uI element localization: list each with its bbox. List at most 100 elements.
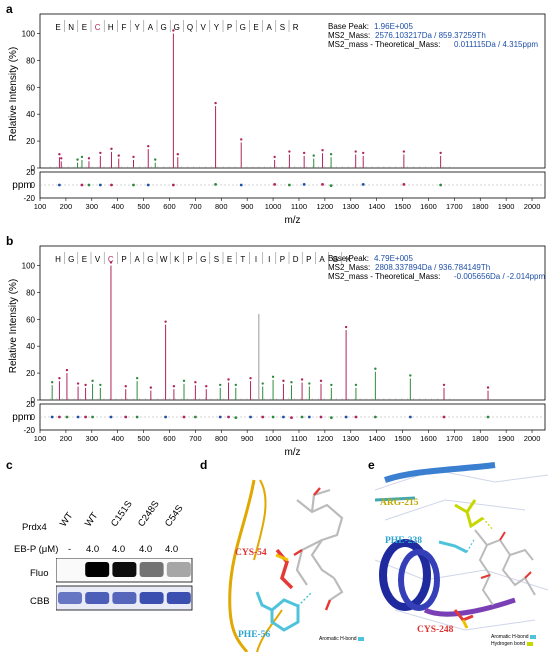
structure-d-render xyxy=(228,479,344,653)
ppm-point xyxy=(271,415,275,419)
structure-d-panel: CYS-54 PHE-56 Aromatic H-bond xyxy=(202,460,375,653)
x-tick-label: 1700 xyxy=(446,434,463,443)
x-tick-label: 2000 xyxy=(524,202,541,211)
peptide-residue: Y xyxy=(214,23,220,32)
ppm-point xyxy=(273,182,277,186)
peptide-residue: K xyxy=(346,255,352,264)
peptide-residue: I xyxy=(268,255,270,264)
x-tick-label: 1400 xyxy=(368,434,385,443)
peptide-residue: G xyxy=(332,255,338,264)
y-tick-label: 20 xyxy=(26,137,35,146)
peak-annotation-dot xyxy=(172,385,176,388)
peptide-residue: W xyxy=(160,255,168,264)
peak-annotation-dot xyxy=(288,150,291,153)
ppm-axis-label: ppm xyxy=(12,412,31,423)
lane-conc-label: - xyxy=(68,544,72,555)
x-axis-label: m/z xyxy=(284,447,300,458)
structure-e-render xyxy=(374,462,549,631)
peak-annotation-dot xyxy=(329,153,333,156)
peptide-residue: E xyxy=(227,255,232,264)
peptide-residue: E xyxy=(253,23,258,32)
peak-annotation-dot xyxy=(76,382,80,385)
legend-hydrogen-bond: Hydrogen bond xyxy=(491,641,533,647)
ppm-point xyxy=(402,182,406,186)
x-tick-label: 200 xyxy=(60,434,73,443)
blot-image xyxy=(56,558,193,611)
peptide-residue: K xyxy=(174,255,180,264)
ppm-point xyxy=(65,415,69,419)
peptide-residue: G xyxy=(200,255,206,264)
ppm-point xyxy=(329,184,333,188)
info-value: 4.79E+005 xyxy=(374,254,413,263)
peptide-residue: E xyxy=(82,23,87,32)
peptide-residue: P xyxy=(280,255,285,264)
peptide-residue: D xyxy=(293,255,299,264)
x-tick-label: 1500 xyxy=(394,434,411,443)
peptide-residue: T xyxy=(240,255,245,264)
peak-annotation-dot xyxy=(214,101,217,105)
ppm-point xyxy=(182,415,186,419)
lane-conc-label: 4.0 xyxy=(112,544,126,555)
peak-annotation-dot xyxy=(135,376,139,380)
peak-annotation-dot xyxy=(249,376,252,380)
peak-annotation-dot xyxy=(91,379,94,383)
residue-label: CYS-54 xyxy=(235,548,267,558)
peptide-residue: P xyxy=(306,255,311,264)
structure-e-panel: ARG-215 PHE-238 CYS-248 Aromatic H-bond … xyxy=(374,460,549,652)
ppm-point xyxy=(87,183,91,187)
ppm-point xyxy=(442,415,446,419)
ppm-point xyxy=(214,182,217,186)
peak-annotation-dot xyxy=(486,386,490,389)
ppm-point xyxy=(373,415,377,419)
ppm-point xyxy=(84,415,87,419)
info-label: Base Peak: xyxy=(328,254,369,263)
lane-mutant-label: C54S xyxy=(162,503,186,529)
ppm-point xyxy=(132,183,135,187)
peptide-residue: G xyxy=(147,255,153,264)
peak-annotation-dot xyxy=(205,385,208,388)
x-tick-label: 1200 xyxy=(317,202,334,211)
peptide-residue: G xyxy=(174,23,180,32)
ppm-point xyxy=(249,415,252,419)
y-tick-label: 0 xyxy=(31,396,36,405)
peak-annotation-dot xyxy=(110,147,113,151)
residue-label: CYS-248 xyxy=(417,625,454,635)
x-tick-label: 600 xyxy=(163,202,176,211)
peptide-residue: A xyxy=(267,23,273,32)
x-tick-label: 300 xyxy=(86,434,99,443)
lane-conc-label: 4.0 xyxy=(139,544,153,555)
ppm-axis-label: ppm xyxy=(12,180,31,191)
x-axis-label: m/z xyxy=(284,215,300,226)
ppm-point xyxy=(321,182,324,186)
x-tick-label: 1800 xyxy=(472,202,489,211)
ppm-point xyxy=(50,415,54,419)
peptide-residue: A xyxy=(319,255,325,264)
cbb-label: CBB xyxy=(30,596,50,607)
ppm-point xyxy=(290,416,293,420)
ppm-tick-label: -20 xyxy=(23,194,35,203)
x-tick-label: 500 xyxy=(137,202,150,211)
peptide-residue: I xyxy=(255,255,257,264)
x-tick-label: 1500 xyxy=(394,202,411,211)
x-tick-label: 2000 xyxy=(524,434,541,443)
ppm-point xyxy=(91,415,94,419)
ppm-point xyxy=(234,416,238,420)
info-label: MS2_Mass: xyxy=(328,263,370,272)
ppm-point xyxy=(302,182,306,186)
peak-annotation-dot xyxy=(362,151,365,155)
peak-annotation-dot xyxy=(132,155,135,159)
x-tick-label: 700 xyxy=(189,434,202,443)
x-tick-label: 800 xyxy=(215,202,228,211)
lane-conc-label: 4.0 xyxy=(86,544,100,555)
y-axis-label: Relative Intensity (%) xyxy=(8,47,19,141)
ppm-point xyxy=(109,415,113,419)
ppm-point xyxy=(344,415,348,419)
peak-annotation-dot xyxy=(302,151,306,155)
lane-mutant-label: C151S xyxy=(108,498,135,529)
ppm-tick-label: 0 xyxy=(31,181,36,190)
peptide-residue: P xyxy=(227,23,232,32)
peptide-residue: H xyxy=(55,255,61,264)
peak-annotation-dot xyxy=(60,157,63,160)
peak-annotation-dot xyxy=(402,150,406,153)
panel-label-b: b xyxy=(6,234,14,248)
